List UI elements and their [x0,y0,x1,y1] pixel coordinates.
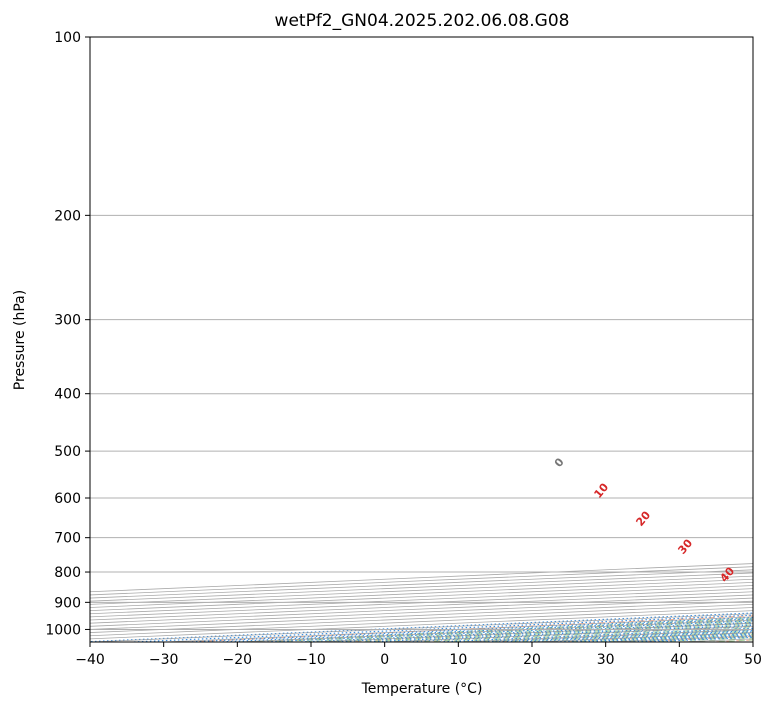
isotherm [237,619,753,642]
isotherm [458,629,753,642]
isotherm [90,610,753,640]
x-tick-label: −30 [149,652,179,668]
y-tick-label: 800 [54,565,81,581]
isotherm [90,591,753,621]
isotherm [752,641,753,642]
y-tick-label: 200 [54,208,81,224]
isotherm [310,622,753,642]
isotherm [90,588,753,618]
y-axis: 100 200 300 400 500 600 700 800 900 1000 [45,30,90,638]
x-tick-label: 20 [523,652,541,668]
x-tick-label: 10 [449,652,467,668]
dry-adiabat [711,639,753,642]
isotherm [90,566,753,596]
dry-adiabat [562,632,753,642]
line-labels: -100-90-80-70-60-50-40-30-20-100.10.20.4… [552,455,738,584]
moist-adiabat [473,628,753,642]
y-tick-label: 1000 [45,622,81,638]
dry-adiabat [487,628,753,642]
dry-adiabat [338,622,753,642]
x-tick-label: 0 [380,652,389,668]
dry-adiabat [636,635,753,642]
y-tick-label: 100 [54,30,81,46]
x-tick-label: 30 [597,652,615,668]
dry-adiabat [263,618,753,642]
isotherm [384,625,753,642]
mixing-ratio-line [622,635,753,642]
y-tick-label: 400 [54,387,81,403]
mixing-ratio-line [394,625,753,642]
moist-adiabat [502,629,753,642]
x-axis-label: Temperature (°C) [361,681,483,697]
moist-adiabat [266,618,753,642]
isotherm [90,613,753,642]
isotherm [90,600,753,630]
isotherm [679,638,753,642]
moist-adiabat [296,620,753,642]
moist-adiabat [679,638,753,642]
mixing-ratio-line [365,624,753,642]
moist-adiabat [325,621,753,642]
moist-adiabat [531,631,753,642]
moist-adiabat [649,636,753,642]
mixing-ratio-line [522,631,753,642]
y-tick-label: 300 [54,313,81,329]
moist-adiabat [443,627,753,642]
moist-adiabat [355,623,753,642]
chart-title: wetPf2_GN04.2025.202.06.08.G08 [275,11,570,31]
x-tick-label: −10 [296,652,326,668]
moist-adiabat [561,632,753,642]
isotherm [605,635,753,642]
isotherm [90,585,753,615]
mixing-ratio-line [546,632,753,642]
x-tick-label: 50 [744,652,762,668]
moist-adiabat [620,635,753,642]
mixing-ratio-line [572,633,753,642]
x-tick-label: 40 [670,652,688,668]
background-lines [90,37,753,642]
mixing-ratio-line [645,636,753,642]
isotherm [90,603,753,633]
plot-frame [89,36,754,643]
isotherm [90,578,753,608]
isotherm [90,597,753,627]
y-tick-label: 900 [54,595,81,611]
x-tick-label: −40 [75,652,105,668]
isotherm [90,569,753,599]
mixing-ratio-line [262,620,753,642]
moist-adiabat [414,625,753,642]
mixing-ratio-line [90,612,753,642]
moist-adiabat [708,639,753,642]
y-tick-label: 500 [54,444,81,460]
adiabat-label: 30 [675,536,695,556]
y-tick-label: 700 [54,531,81,547]
moist-adiabat [384,624,753,642]
isotherm [90,581,753,612]
moist-adiabat [237,617,753,642]
adiabat-label: 0 [552,455,567,469]
dry-adiabat [412,625,753,642]
x-tick-label: −20 [223,652,253,668]
adiabat-label: 20 [633,508,653,528]
y-axis-label: Pressure (hPa) [12,290,28,390]
isotherm [90,607,753,637]
isotherm [90,563,753,593]
isotherm [531,632,753,642]
isotherm [90,572,753,602]
y-tick-label: 600 [54,491,81,507]
x-axis: −40 −30 −20 −10 0 10 20 30 40 50 [75,642,762,668]
isotherm [90,594,753,624]
isotherm [90,575,753,605]
